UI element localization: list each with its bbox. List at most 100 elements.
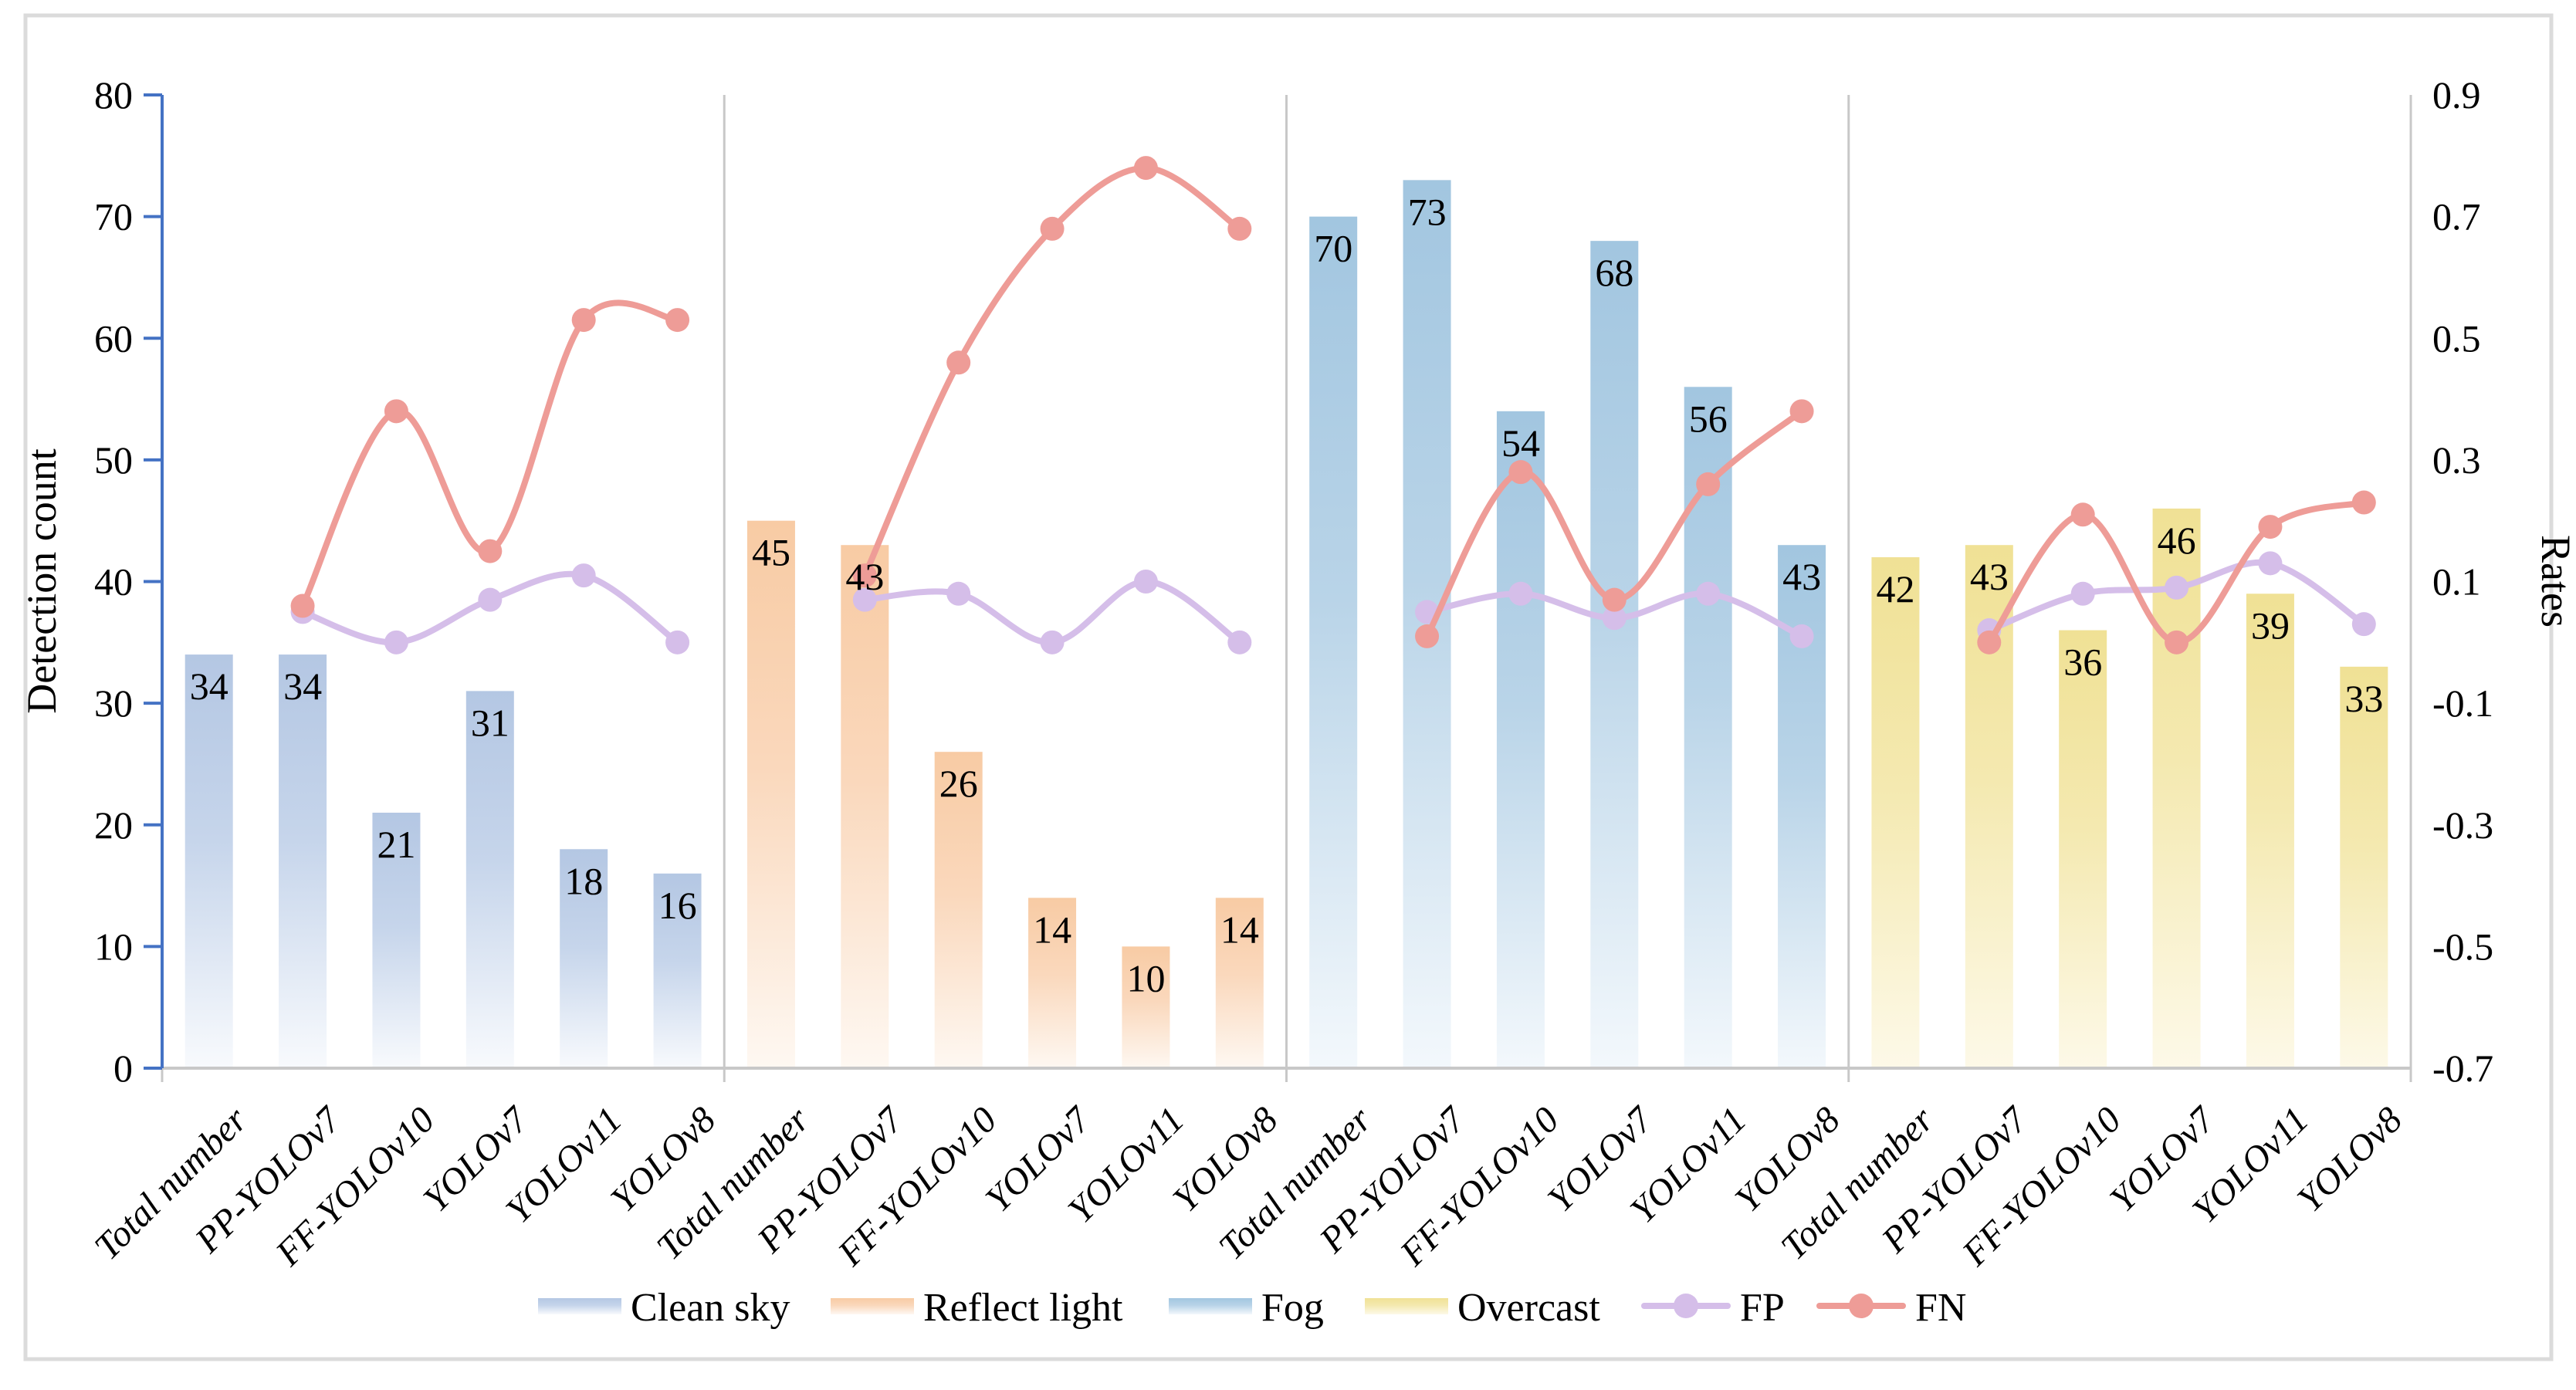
figure-frame [23, 13, 2554, 1361]
legend: Clean sky Reflect light Fog Overcast FP FN [538, 1286, 1966, 1330]
legend-label: Overcast [1457, 1286, 1600, 1330]
rate-lines [290, 156, 2376, 654]
right-axis-title: Rates [2533, 535, 2576, 627]
legend-swatch-fog [1169, 1298, 1252, 1314]
bar-value-label: 34 [283, 665, 322, 708]
bar-value-label: 16 [658, 884, 697, 927]
bar-value-label: 34 [190, 665, 228, 708]
fn-line-reflect-light [861, 164, 1243, 579]
fp-point [1040, 630, 1065, 654]
bar-fog-ff-yolov10 [1496, 411, 1545, 1068]
legend-label: FN [1915, 1286, 1966, 1330]
plot-grid-lines [723, 95, 2412, 1068]
bar-reflect-light-ff-yolov10 [934, 752, 983, 1068]
bar-value-label: 33 [2344, 677, 2383, 720]
fp-point [2165, 575, 2189, 600]
bar-overcast-total-number [1871, 556, 1920, 1068]
fn-point [1696, 472, 1721, 496]
bar-value-labels: 34 34 21 31 18 16 45 43 26 14 10 14 70 73 54 68 56 43 42 43… [190, 190, 2384, 999]
left-axis-tick-label: 70 [94, 195, 133, 238]
bar-value-label: 70 [1314, 227, 1352, 270]
legend-label: Reflect light [923, 1286, 1123, 1330]
legend-marker-dot-fn [1849, 1294, 1874, 1318]
fp-point [2258, 551, 2283, 576]
bar-value-label: 36 [2063, 641, 2102, 684]
fn-point [1415, 624, 1440, 648]
right-axis-tick-label: -0.3 [2432, 803, 2493, 847]
fn-point [2070, 502, 2095, 527]
bar-value-label: 43 [1970, 555, 2009, 598]
legend-marker-dot-fp [1674, 1294, 1698, 1318]
axes: 0 10 20 30 40 50 60 70 80 0.9 0.7 0.5 0.3 0.1 -0.1 -0.3… [86, 73, 2493, 1274]
fp-point [571, 563, 596, 588]
bar-overcast-yolov11 [2246, 594, 2294, 1068]
bar-reflect-light-yolov11 [1122, 946, 1170, 1068]
left-axis-tick-label: 0 [113, 1047, 133, 1090]
fn-point [384, 399, 408, 424]
bar-value-label: 26 [939, 762, 978, 805]
bar-value-label: 68 [1595, 251, 1633, 294]
fn-point [2165, 630, 2189, 654]
right-axis-tick-label: -0.5 [2432, 925, 2493, 968]
bar-clean-sky-total-number [184, 654, 233, 1068]
category-label: YOLOv8 [2290, 1099, 2410, 1219]
fn-point [1602, 587, 1627, 612]
fp-point [2070, 581, 2095, 606]
bar-fog-total-number [1309, 216, 1358, 1068]
right-axis-tick-label: 0.3 [2432, 438, 2481, 482]
bar-value-label: 21 [377, 823, 415, 866]
bar-reflect-light-total-number [746, 520, 795, 1068]
bar-fog-pp-yolov7 [1403, 180, 1451, 1068]
bar-overcast-yolov7 [2152, 508, 2201, 1068]
bar-value-label: 56 [1689, 397, 1728, 440]
right-axis-tick-label: 0.1 [2432, 560, 2481, 604]
fn-point [1133, 156, 1158, 181]
left-axis-tick-label: 50 [94, 438, 133, 482]
bar-value-label: 14 [1220, 908, 1259, 951]
bar-value-label: 46 [2158, 519, 2196, 562]
bar-clean-sky-pp-yolov7 [279, 654, 327, 1068]
bar-reflect-light-yolov7 [1028, 898, 1077, 1068]
bar-value-label: 42 [1876, 567, 1914, 610]
left-axis-tick-label: 20 [94, 803, 133, 847]
fn-point [852, 563, 877, 588]
bar-overcast-ff-yolov10 [2059, 630, 2107, 1068]
fn-point [1227, 216, 1252, 241]
bar-overcast-yolov8 [2340, 666, 2388, 1068]
bar-clean-sky-yolov11 [560, 849, 608, 1068]
fp-point [946, 581, 971, 606]
left-axis-tick-label: 80 [94, 73, 133, 117]
legend-swatch-overcast [1365, 1298, 1448, 1314]
right-axis-tick-label: -0.7 [2432, 1047, 2493, 1090]
legend-swatch-reflect-light [831, 1298, 914, 1314]
legend-label: Clean sky [631, 1286, 790, 1330]
left-axis-tick-label: 40 [94, 560, 133, 604]
right-axis-tick-label: 0.7 [2432, 195, 2481, 238]
legend-label: Fog [1261, 1286, 1324, 1330]
right-axis-tick-label: 0.9 [2432, 73, 2481, 117]
right-axis-tick-label: -0.1 [2432, 681, 2493, 725]
fn-point [1508, 460, 1533, 485]
left-axis-title: Detection count [19, 448, 65, 713]
bar-clean-sky-yolov7 [465, 691, 514, 1068]
fn-point [1789, 399, 1814, 424]
bar-value-label: 73 [1408, 190, 1447, 233]
bar-clean-sky-ff-yolov10 [372, 812, 421, 1068]
fp-point [1508, 581, 1533, 606]
bar-value-label: 31 [471, 701, 509, 744]
left-axis-tick-label: 60 [94, 316, 133, 360]
bar-value-label: 10 [1126, 956, 1165, 999]
bar-value-label: 43 [1782, 555, 1821, 598]
fn-point [571, 308, 596, 333]
figure-border [23, 13, 2554, 1361]
legend-swatch-clean-sky [538, 1298, 621, 1314]
fn-line-fog [1423, 408, 1806, 640]
fp-point [1696, 581, 1721, 606]
bars [184, 180, 2388, 1068]
fn-point [1040, 216, 1065, 241]
fn-point [290, 594, 315, 618]
bar-value-label: 43 [845, 555, 884, 598]
fp-point [2351, 612, 2376, 637]
fn-point [2258, 515, 2283, 539]
